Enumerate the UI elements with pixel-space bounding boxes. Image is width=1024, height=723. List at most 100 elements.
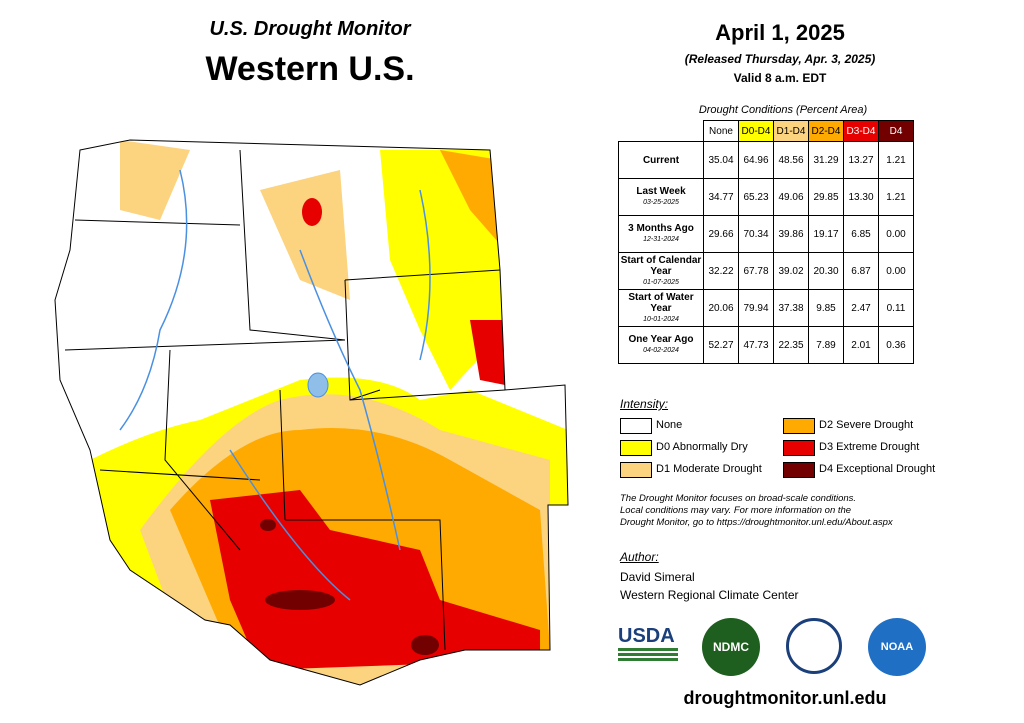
- cell: 22.35: [773, 326, 809, 364]
- column-header: D4: [878, 120, 914, 142]
- cell: 20.30: [808, 252, 844, 290]
- usda-logo: USDA: [618, 625, 678, 670]
- cell: 32.22: [703, 252, 739, 290]
- row-label: Current: [618, 141, 704, 179]
- ndmc-logo: NDMC: [702, 618, 760, 676]
- column-header: D1-D4: [773, 120, 809, 142]
- row-name: Last Week: [636, 186, 686, 197]
- legend-swatch: [620, 440, 652, 456]
- cell: 39.02: [773, 252, 809, 290]
- cell: 31.29: [808, 141, 844, 179]
- cell: 1.21: [878, 178, 914, 216]
- released: (Released Thursday, Apr. 3, 2025): [684, 52, 876, 66]
- table-row: Start of Water Year 10-01-2024 20.06 79.94 3…: [618, 289, 914, 327]
- row-name: Start of Calendar Year: [620, 254, 702, 277]
- cell: 48.56: [773, 141, 809, 179]
- author-name: David Simeral: [620, 570, 695, 584]
- note-line: The Drought Monitor focuses on broad-sca…: [620, 493, 857, 504]
- cell: 6.87: [843, 252, 879, 290]
- author-org: Western Regional Climate Center: [620, 588, 799, 602]
- legend-label: D3 Extreme Drought: [819, 441, 920, 453]
- cell: 65.23: [738, 178, 774, 216]
- cell: 2.47: [843, 289, 879, 327]
- legend-label: D2 Severe Drought: [819, 419, 914, 431]
- table-row: Current 35.04 64.96 48.56 31.29 13.27 1.21: [618, 141, 914, 179]
- cell: 70.34: [738, 215, 774, 253]
- cell: 2.01: [843, 326, 879, 364]
- cell: 79.94: [738, 289, 774, 327]
- corner: [619, 121, 704, 142]
- cell: 0.11: [878, 289, 914, 327]
- logo-text: USDA: [618, 625, 675, 647]
- legend-swatch: [620, 418, 652, 434]
- row-label: Last Week 03-25-2025: [618, 178, 704, 216]
- note-line: Local conditions may vary. For more info…: [620, 505, 852, 516]
- table-row: Last Week 03-25-2025 34.77 65.23 49.06 29.85 1…: [618, 178, 914, 216]
- row-date: 10-01-2024: [643, 315, 679, 323]
- cell: 13.30: [843, 178, 879, 216]
- cell: 52.27: [703, 326, 739, 364]
- cell: 39.86: [773, 215, 809, 253]
- cell: 49.06: [773, 178, 809, 216]
- cell: 6.85: [843, 215, 879, 253]
- header-row: None D0-D4 D1-D4 D2-D4 D3-D4 D4: [619, 120, 914, 142]
- row-date: 04-02-2024: [643, 347, 679, 354]
- cell: 13.27: [843, 141, 879, 179]
- legend-swatch: [620, 462, 652, 478]
- row-name: 3 Months Ago: [628, 223, 694, 234]
- map: [54, 139, 569, 686]
- note-line: Drought Monitor, go to https://droughtmo…: [620, 517, 893, 528]
- title: Western U.S.: [205, 50, 415, 88]
- row-date: 03-25-2025: [643, 199, 679, 206]
- noaa-logo: NOAA: [868, 618, 926, 676]
- legend-title: Intensity:: [620, 397, 669, 411]
- note: The Drought Monitor focuses on broad-sca…: [620, 493, 893, 529]
- table-row: Start of Calendar Year 01-07-2025 32.22 67.…: [618, 252, 914, 290]
- doc-logo: [786, 618, 842, 674]
- legend-label: D4 Exceptional Drought: [819, 463, 936, 475]
- legend-swatch: [783, 418, 815, 434]
- cell: 20.06: [703, 289, 739, 327]
- logo-bars: [618, 648, 678, 662]
- cell: 29.85: [808, 178, 844, 216]
- row-date: 12-31-2024: [643, 236, 679, 243]
- cell: 47.73: [738, 326, 774, 364]
- cell: 67.78: [738, 252, 774, 290]
- row-name: One Year Ago: [628, 334, 694, 345]
- table-caption: Drought Conditions (Percent Area): [698, 104, 868, 116]
- row-label: Start of Water Year 10-01-2024: [618, 289, 704, 327]
- cell: 35.04: [703, 141, 739, 179]
- legend-label: None: [656, 419, 683, 431]
- cell: 1.21: [878, 141, 914, 179]
- table-row: One Year Ago 04-02-2024 52.27 47.73 22.35 7.8…: [618, 326, 914, 364]
- row-name: Current: [642, 154, 680, 166]
- cell: 29.66: [703, 215, 739, 253]
- row-date: 01-07-2025: [643, 278, 679, 286]
- table-row: 3 Months Ago 12-31-2024 29.66 70.34 39.86 19.…: [618, 215, 914, 253]
- row-label: Start of Calendar Year 01-07-2025: [618, 252, 704, 290]
- cell: 19.17: [808, 215, 844, 253]
- row-label: One Year Ago 04-02-2024: [618, 326, 704, 364]
- valid: Valid 8 a.m. EDT: [733, 71, 827, 85]
- legend-label: D1 Moderate Drought: [656, 463, 762, 475]
- cell: 0.36: [878, 326, 914, 364]
- legend-swatch: [783, 462, 815, 478]
- column-header: D0-D4: [738, 120, 774, 142]
- column-header: D3-D4: [843, 120, 879, 142]
- row-label: 3 Months Ago 12-31-2024: [618, 215, 704, 253]
- cell: 9.85: [808, 289, 844, 327]
- conditions-table: None D0-D4 D1-D4 D2-D4 D3-D4 D4 Current 35.04 64…: [618, 120, 914, 364]
- legend-swatch: [783, 440, 815, 456]
- cell: 37.38: [773, 289, 809, 327]
- row-name: Start of Water Year: [628, 291, 694, 314]
- cell: 34.77: [703, 178, 739, 216]
- cell: 0.00: [878, 252, 914, 290]
- cell: 64.96: [738, 141, 774, 179]
- cell: 0.00: [878, 215, 914, 253]
- column-header: None: [703, 120, 739, 142]
- footer-url: droughtmonitor.unl.edu: [683, 688, 887, 708]
- author-heading: Author:: [620, 550, 659, 564]
- legend-label: D0 Abnormally Dry: [656, 441, 748, 453]
- map-date: April 1, 2025: [715, 20, 845, 45]
